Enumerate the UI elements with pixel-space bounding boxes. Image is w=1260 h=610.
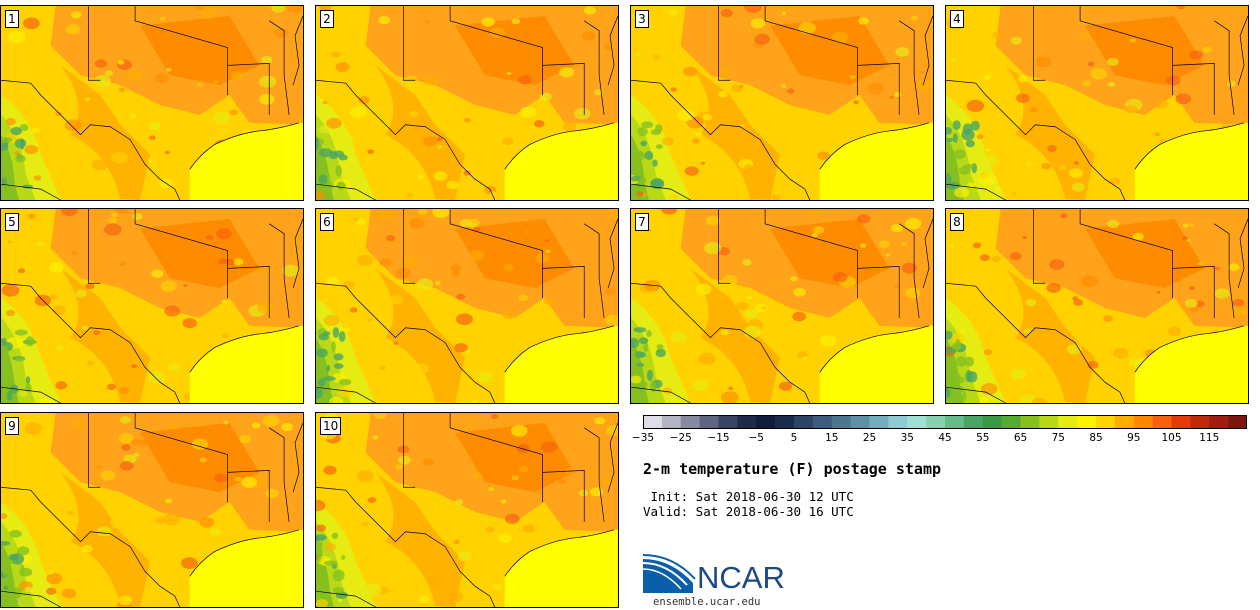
member-label: 1 [5, 10, 19, 28]
colorbar-tick-label: 105 [1161, 432, 1182, 444]
colorbar-segment [1190, 415, 1210, 429]
valid-time: Valid: Sat 2018-06-30 16 UTC [643, 504, 854, 519]
member-label: 9 [5, 417, 19, 435]
colorbar-segment [699, 415, 719, 429]
colorbar-tick-label: 115 [1199, 432, 1220, 444]
colorbar-segment [1096, 415, 1116, 429]
colorbar-segment [907, 415, 927, 429]
colorbar-segment [643, 415, 663, 429]
panel-4: 4 [945, 5, 1249, 201]
colorbar-segment [1133, 415, 1153, 429]
colorbar-segment [756, 415, 776, 429]
colorbar-segment [963, 415, 984, 429]
colorbar-segment [718, 415, 738, 429]
colorbar-tick-label: −15 [707, 432, 730, 444]
colorbar-segment [680, 415, 700, 429]
temperature-map [946, 209, 1248, 403]
colorbar-tick-label: 5 [790, 432, 798, 444]
member-label: 10 [320, 417, 342, 435]
colorbar-tick-label: 95 [1127, 432, 1141, 444]
panel-8: 8 [945, 208, 1249, 404]
colorbar-tick-label: 55 [976, 432, 990, 444]
colorbar-segment [812, 415, 833, 429]
colorbar-tick-label: 35 [900, 432, 914, 444]
colorbar-segment [869, 415, 889, 429]
panel-3: 3 [630, 5, 934, 201]
temperature-map [631, 6, 933, 200]
figure-title: 2-m temperature (F) postage stamp [643, 460, 942, 478]
colorbar-segment [1077, 415, 1097, 429]
colorbar-segment [945, 415, 965, 429]
colorbar-segment [1058, 415, 1078, 429]
panel-5: 5 [0, 208, 304, 404]
temperature-map [1, 6, 303, 200]
colorbar-segment [775, 415, 795, 429]
ncar-logo-icon [643, 554, 696, 593]
colorbar-segment [661, 415, 682, 429]
panel-9: 9 [0, 412, 304, 608]
panel-1: 1 [0, 5, 304, 201]
colorbar-tick-label: −35 [631, 432, 655, 444]
colorbar-segment [1001, 415, 1021, 429]
temperature-map [946, 6, 1248, 200]
member-label: 4 [950, 10, 964, 28]
colorbar-border [643, 415, 1247, 429]
colorbar-segment [1171, 415, 1191, 429]
panel-7: 7 [630, 208, 934, 404]
colorbar-segment [1228, 415, 1247, 429]
temperature-map [316, 413, 618, 607]
site-url: ensemble.ucar.edu [653, 596, 761, 608]
colorbar-tick-label: −5 [748, 432, 764, 444]
member-label: 7 [635, 213, 649, 231]
colorbar-segment [1020, 415, 1040, 429]
colorbar-tick-label: 25 [862, 432, 877, 444]
temperature-map [316, 6, 618, 200]
colorbar-segment [831, 415, 851, 429]
colorbar-segment [982, 415, 1002, 429]
colorbar-segment [737, 415, 757, 429]
panel-2: 2 [315, 5, 619, 201]
colorbar-tick-labels: −35 −25 −15 −5 5 15 25 35 45 55 65 75 85 95 105 115 [632, 432, 1247, 446]
panel-10: 10 [315, 412, 619, 608]
colorbar-tick-label: 65 [1013, 432, 1028, 444]
colorbar-tick-label: 45 [938, 432, 952, 444]
temperature-map [1, 209, 303, 403]
temperature-map [1, 413, 303, 607]
colorbar [643, 415, 1247, 429]
member-label: 3 [635, 10, 649, 28]
colorbar-segment [794, 415, 814, 429]
temperature-map [631, 209, 933, 403]
temperature-map [316, 209, 618, 403]
colorbar-tick-label: 85 [1089, 432, 1103, 444]
logo-text: NCAR [697, 560, 785, 595]
colorbar-segment [1114, 415, 1135, 429]
colorbar-tick-label: 15 [825, 432, 839, 444]
member-label: 8 [950, 213, 964, 231]
colorbar-segment [850, 415, 870, 429]
init-time: Init: Sat 2018-06-30 12 UTC [643, 489, 854, 504]
colorbar-segment [1039, 415, 1059, 429]
colorbar-tick-label: −25 [669, 432, 692, 444]
colorbar-segment [926, 415, 946, 429]
member-label: 5 [5, 213, 19, 231]
colorbar-tick-label: 75 [1051, 432, 1065, 444]
panel-6: 6 [315, 208, 619, 404]
member-label: 2 [320, 10, 334, 28]
colorbar-segment [1209, 415, 1229, 429]
colorbar-segment [1152, 415, 1172, 429]
member-label: 6 [320, 213, 334, 231]
colorbar-segment [888, 415, 908, 429]
